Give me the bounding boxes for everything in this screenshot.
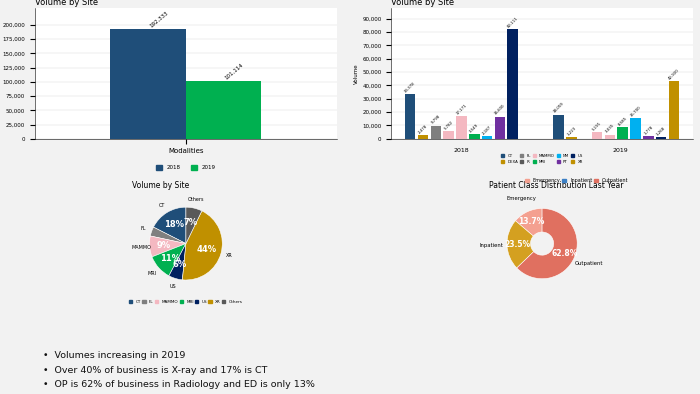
Text: 18,059: 18,059 [552,102,565,114]
Legend: CT, DEXA, FL, IR, MAMMO, MRI, NM, PT, US, XR: CT, DEXA, FL, IR, MAMMO, MRI, NM, PT, US… [500,152,584,165]
Wedge shape [517,208,578,279]
Text: Outpatient: Outpatient [575,261,603,266]
Text: 1,778: 1,778 [643,125,654,136]
Text: Volume by Site: Volume by Site [132,181,190,190]
Text: Others: Others [188,197,204,202]
Text: Emergency: Emergency [507,196,536,201]
Bar [469,134,480,139]
Bar [668,82,679,139]
Text: 42,920: 42,920 [668,69,680,81]
Bar [418,136,428,139]
Bar [495,117,505,139]
Text: Volume by Site: Volume by Site [391,0,454,7]
Text: 17,171: 17,171 [455,103,468,115]
Text: CT: CT [159,203,166,208]
Text: 11%: 11% [160,254,180,263]
Text: 5,191: 5,191 [592,121,603,131]
Text: 8,585: 8,585 [617,116,628,127]
Legend: CT, FL, MAMMO, MRI, US, XR, Others: CT, FL, MAMMO, MRI, US, XR, Others [127,298,244,306]
Wedge shape [183,211,223,280]
Bar [456,116,467,139]
Text: 44%: 44% [197,245,217,254]
Text: 15,700: 15,700 [629,105,642,117]
Text: Volume by Site: Volume by Site [35,0,98,7]
Wedge shape [186,207,202,243]
Text: 62.8%: 62.8% [552,249,578,258]
Text: •  OP is 62% of business in Radiology and ED is only 13%: • OP is 62% of business in Radiology and… [43,380,315,389]
Text: Patient Class Distribution Last Year: Patient Class Distribution Last Year [489,181,623,190]
Bar [566,137,577,139]
Text: 9%: 9% [157,241,172,250]
Text: FL: FL [141,226,146,231]
Text: 1,268: 1,268 [656,126,666,137]
Wedge shape [150,227,186,243]
Text: 18%: 18% [164,221,185,229]
Bar [617,127,628,139]
Bar [111,29,186,139]
Text: 13.7%: 13.7% [519,217,545,226]
Text: 23.5%: 23.5% [505,240,531,249]
Text: 2018: 2018 [454,148,469,153]
Text: 9,798: 9,798 [430,114,441,125]
Text: 3,035: 3,035 [605,123,615,134]
Wedge shape [507,221,534,268]
Text: 192,333: 192,333 [148,10,169,28]
Bar [554,115,564,139]
Wedge shape [152,243,186,276]
Text: 82,111: 82,111 [506,16,519,29]
Wedge shape [169,243,186,280]
Text: US: US [169,284,176,289]
Text: •  Volumes increasing in 2019: • Volumes increasing in 2019 [43,351,186,361]
Bar [508,29,518,139]
Legend: Emergency, Inpatient, Outpatient: Emergency, Inpatient, Outpatient [523,177,631,185]
Text: 16,600: 16,600 [494,104,506,116]
Bar [630,118,640,139]
Text: •  Over 40% of business is X-ray and 17% is CT: • Over 40% of business is X-ray and 17% … [43,366,267,375]
Text: MAMMO: MAMMO [131,245,151,250]
Wedge shape [150,236,186,257]
Y-axis label: Volume: Volume [354,63,359,84]
Wedge shape [515,208,542,236]
Text: 5,782: 5,782 [443,120,454,130]
Bar [405,94,415,139]
Text: 2,187: 2,187 [482,125,492,135]
Bar [186,81,261,139]
Text: 2,478: 2,478 [418,124,428,135]
Text: Inpatient: Inpatient [480,243,503,247]
Text: XR: XR [226,253,232,258]
Bar [430,126,441,139]
Wedge shape [153,207,186,243]
Text: 7%: 7% [184,218,198,227]
Text: 3,549: 3,549 [469,123,480,134]
Text: 6%: 6% [172,260,187,269]
Bar [605,135,615,139]
Bar [656,137,666,139]
Text: 2019: 2019 [612,148,628,153]
Bar [443,131,454,139]
Bar [643,136,654,139]
Text: 1,223: 1,223 [566,126,577,137]
Legend: 2018, 2019: 2018, 2019 [154,163,218,173]
Text: 33,378: 33,378 [404,81,416,94]
Text: MRI: MRI [148,271,157,276]
Bar [482,136,492,139]
Text: 101,114: 101,114 [223,62,244,80]
Bar [592,132,603,139]
